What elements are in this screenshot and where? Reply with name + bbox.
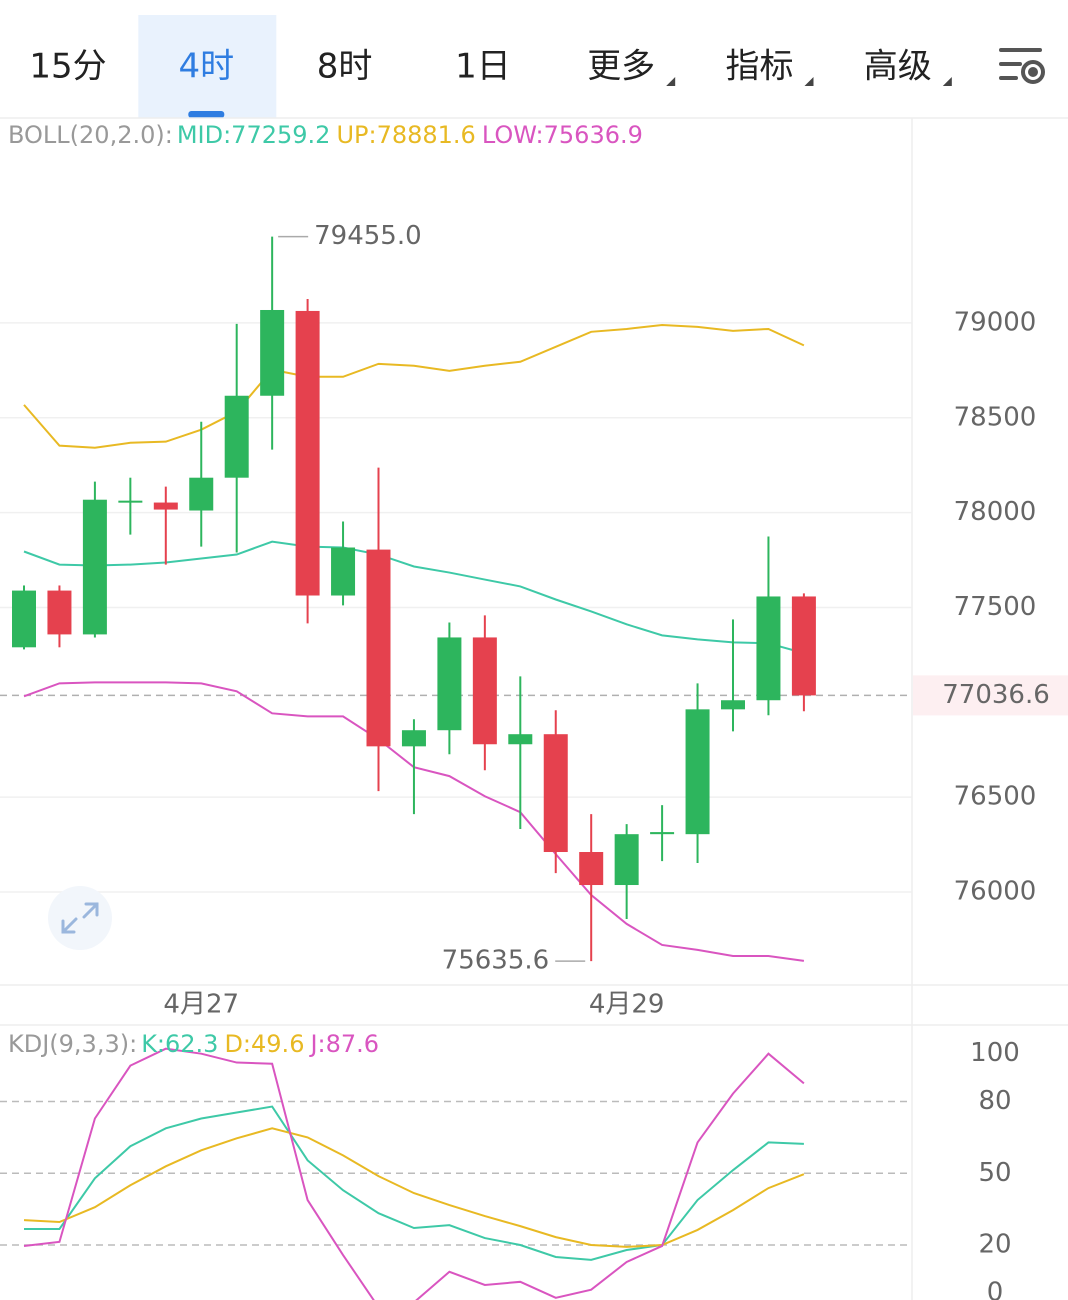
legend-item: UP:78881.6: [336, 121, 475, 149]
kdj-lines: [23, 1047, 805, 1300]
tab[interactable]: 指标: [726, 47, 814, 87]
boll-line: [23, 323, 805, 449]
candle-body: [437, 637, 462, 731]
candle-body: [12, 590, 36, 648]
candle-body: [472, 637, 497, 745]
tab[interactable]: 4时: [138, 15, 277, 118]
candle-body: [756, 596, 781, 701]
x-tick-label: 4月29: [589, 990, 665, 1020]
expand-button[interactable]: [48, 886, 112, 950]
legend-item: J:87.6: [308, 1030, 379, 1058]
legend: BOLL(20,2.0): MID:77259.2 UP:78881.6 LOW:75…: [8, 121, 643, 149]
tab-label: 高级: [864, 47, 932, 87]
tab[interactable]: 15分: [29, 47, 106, 87]
tab-bar: 15分 4时 8时 1日 更多 指标 高级: [29, 15, 952, 118]
y-tick-label: 78500: [954, 402, 1037, 432]
candle-body: [721, 700, 745, 710]
legend: KDJ(9,3,3): K:62.3 D:49.6 J:87.6: [8, 1030, 379, 1058]
candle-body: [189, 477, 214, 511]
tab-label: 4时: [178, 47, 234, 87]
legend-item: LOW:75636.9: [482, 121, 643, 149]
legend-item: MID:77259.2: [177, 121, 331, 149]
legend-title: BOLL(20,2.0):: [8, 121, 173, 149]
candle-body: [260, 309, 285, 396]
dropdown-caret: [942, 77, 952, 86]
candle-body: [366, 549, 391, 747]
candle-body: [685, 709, 710, 835]
y-tick-label: 80: [978, 1086, 1011, 1116]
candle-body: [153, 502, 178, 510]
tab-label: 1日: [455, 47, 511, 87]
candle-body: [47, 590, 72, 635]
tab[interactable]: 高级: [864, 47, 952, 87]
candle-body: [331, 547, 356, 596]
high-label: 79455.0: [314, 221, 422, 251]
candle-body: [614, 834, 639, 886]
candle-body: [791, 596, 816, 696]
x-tick-label: 4月27: [163, 990, 239, 1020]
candle-body: [82, 499, 107, 635]
tab-active-bg: [138, 15, 277, 118]
candle-body: [650, 832, 675, 835]
low-label: 75635.6: [442, 946, 550, 976]
y-tick-label: 0: [987, 1277, 1004, 1300]
candle-body: [401, 730, 426, 747]
tab-label: 15分: [29, 47, 106, 87]
tab-label: 8时: [317, 47, 373, 87]
tab-label: 指标: [726, 47, 794, 87]
tab-indicator: [188, 111, 225, 118]
kdj-chart: 0 20 50 80 100 KDJ(9,3,3): K:62.3 D:49.6 J:87.6: [0, 1030, 1020, 1300]
legend-item: K:62.3: [141, 1030, 218, 1058]
y-tick-label: 76000: [954, 877, 1037, 907]
candle-body: [508, 734, 533, 745]
overlay-lines: [23, 323, 805, 962]
dropdown-caret: [666, 77, 676, 86]
tab[interactable]: 8时: [317, 47, 373, 87]
kdj-line: [24, 1105, 804, 1261]
y-tick-label: 76500: [954, 782, 1037, 812]
legend-item: D:49.6: [224, 1030, 304, 1058]
dropdown-caret: [804, 77, 814, 86]
kdj-line: [23, 1047, 805, 1300]
candle-body: [295, 310, 320, 596]
last-price-bg: [913, 675, 1068, 716]
expand-bg: [48, 886, 112, 950]
y-tick-label: 20: [978, 1230, 1011, 1260]
candle-body: [543, 734, 568, 853]
last-price-label: 77036.6: [942, 680, 1050, 710]
tab[interactable]: 更多: [587, 47, 676, 87]
y-tick-label: 79000: [954, 307, 1037, 337]
expand-icon: [61, 902, 99, 934]
tab[interactable]: 1日: [455, 47, 511, 87]
icon-gear-hub: [1028, 67, 1038, 77]
tab-label: 更多: [587, 47, 655, 87]
y-tick-label: 100: [970, 1038, 1020, 1068]
settings-icon[interactable]: [999, 48, 1045, 84]
kdj-line: [23, 1127, 805, 1248]
y-tick-label: 50: [978, 1158, 1011, 1188]
legend-title: KDJ(9,3,3):: [8, 1030, 137, 1058]
candle-body: [224, 395, 249, 478]
y-tick-label: 78000: [954, 497, 1037, 527]
icon-gear: [1021, 60, 1045, 84]
y-tick-label: 77500: [954, 592, 1037, 622]
candle-body: [579, 852, 604, 886]
price-chart: 76000 76500 77500 78000 78500 79000 77036.6 794…: [0, 121, 1068, 1020]
boll-line: [23, 540, 805, 655]
candle-body: [118, 500, 143, 503]
